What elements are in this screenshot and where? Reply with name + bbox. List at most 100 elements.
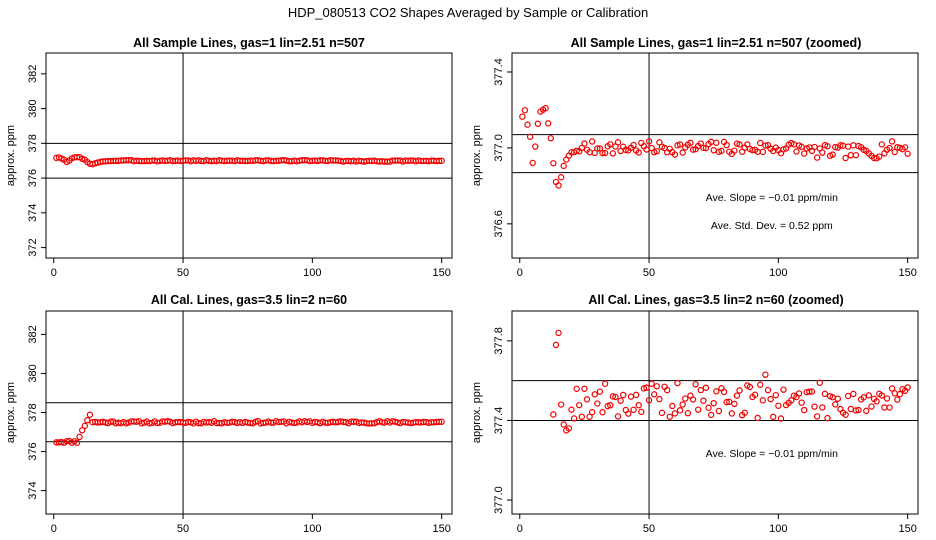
data-point [526, 133, 534, 140]
data-point [801, 150, 808, 157]
data-point [542, 104, 549, 112]
data-point [676, 141, 684, 148]
data-point [718, 147, 725, 155]
data-point [894, 396, 901, 403]
data-point [759, 148, 767, 156]
x-tick-label: 100 [769, 267, 787, 279]
data-point [534, 120, 542, 127]
y-tick-label: 374 [27, 204, 39, 222]
data-point [619, 391, 627, 399]
y-tick-label: 382 [27, 325, 39, 343]
data-point [614, 139, 622, 146]
panel-title: All Cal. Lines, gas=3.5 lin=2 n=60 (zoom… [588, 293, 843, 307]
data-point [762, 142, 769, 149]
data-point [769, 413, 777, 421]
data-point [860, 394, 867, 401]
x-tick-label: 0 [517, 267, 523, 279]
x-tick-label: 50 [177, 267, 189, 279]
panel-title: All Cal. Lines, gas=3.5 lin=2 n=60 [151, 293, 347, 307]
y-axis-label: approx. ppm [5, 125, 17, 186]
data-point [679, 401, 686, 408]
y-tick-label: 380 [27, 364, 39, 382]
data-point [772, 391, 779, 399]
x-tick-label: 150 [898, 523, 916, 535]
data-point [689, 396, 697, 403]
data-point [622, 146, 629, 154]
data-point [676, 407, 684, 414]
x-tick-label: 50 [643, 523, 655, 535]
data-point [679, 149, 686, 156]
data-point [891, 390, 898, 397]
x-tick-label: 0 [51, 267, 57, 279]
data-point [671, 410, 679, 417]
data-point [599, 409, 606, 416]
figure-title: HDP_080513 CO2 Shapes Averaged by Sample… [287, 5, 649, 20]
plot-frame [45, 52, 453, 259]
data-point [684, 409, 692, 417]
data-point [707, 411, 715, 419]
data-point [653, 147, 661, 155]
data-point [146, 420, 153, 427]
data-point [73, 439, 81, 446]
data-point [555, 182, 562, 189]
data-point [873, 398, 880, 405]
data-point [834, 395, 842, 402]
data-point [607, 401, 614, 409]
data-point [560, 162, 567, 170]
data-point [723, 398, 730, 406]
data-point [663, 386, 671, 394]
data-point [583, 396, 591, 403]
x-tick-label: 150 [432, 523, 450, 535]
data-point [731, 400, 738, 408]
data-point [666, 413, 673, 420]
data-point [744, 141, 751, 148]
data-point [524, 121, 531, 128]
data-point [435, 418, 443, 426]
data-point [547, 135, 554, 142]
x-tick-label: 0 [517, 523, 523, 535]
y-tick-label: 382 [27, 65, 39, 83]
data-point [754, 414, 761, 422]
data-point [852, 407, 860, 414]
data-point [669, 402, 676, 410]
y-axis-label: approx. ppm [5, 382, 17, 443]
annotation: Ave. Slope = −0.01 ppm/min [706, 192, 838, 204]
y-tick-label: 380 [27, 99, 39, 117]
data-point [806, 388, 813, 395]
data-point [868, 403, 875, 410]
data-point [891, 148, 898, 156]
data-point [829, 151, 836, 158]
data-point [847, 405, 854, 413]
data-point [581, 140, 588, 147]
data-point [713, 388, 720, 395]
data-point [904, 150, 911, 157]
data-point [529, 159, 536, 167]
data-point [565, 425, 573, 432]
data-point [594, 145, 601, 152]
data-point [837, 142, 844, 149]
data-point [819, 404, 826, 411]
data-point [767, 395, 774, 403]
x-tick-label: 100 [303, 523, 321, 535]
data-point [713, 139, 720, 146]
data-point [596, 388, 604, 395]
data-point [798, 399, 805, 406]
data-point [521, 107, 529, 114]
data-point [682, 395, 689, 402]
data-point [705, 404, 712, 411]
data-point [741, 409, 748, 416]
data-point [645, 138, 653, 145]
data-point [863, 407, 870, 415]
data-point [438, 418, 445, 425]
data-point [888, 385, 896, 392]
data-point [607, 141, 614, 148]
data-point [842, 411, 849, 418]
data-point [811, 403, 818, 410]
y-tick-label: 377.4 [493, 58, 505, 86]
data-point [702, 384, 710, 391]
panel-title: All Sample Lines, gas=1 lin=2.51 n=507 [133, 36, 365, 50]
x-tick-label: 50 [177, 523, 189, 535]
plot-frame [45, 310, 453, 515]
data-point [762, 371, 769, 378]
